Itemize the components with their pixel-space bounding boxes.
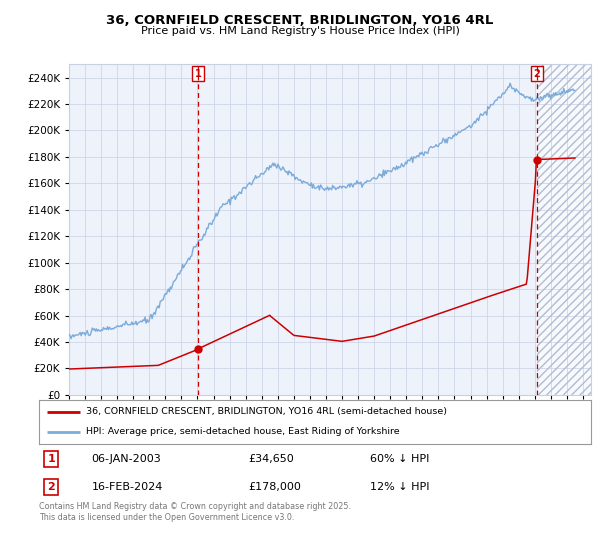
Text: 36, CORNFIELD CRESCENT, BRIDLINGTON, YO16 4RL (semi-detached house): 36, CORNFIELD CRESCENT, BRIDLINGTON, YO1… bbox=[86, 407, 447, 416]
Text: 60% ↓ HPI: 60% ↓ HPI bbox=[370, 454, 430, 464]
Text: 06-JAN-2003: 06-JAN-2003 bbox=[91, 454, 161, 464]
Text: Contains HM Land Registry data © Crown copyright and database right 2025.
This d: Contains HM Land Registry data © Crown c… bbox=[39, 502, 351, 522]
Text: 12% ↓ HPI: 12% ↓ HPI bbox=[370, 482, 430, 492]
Text: 1: 1 bbox=[47, 454, 55, 464]
Bar bbox=[537, 64, 591, 395]
Text: 2: 2 bbox=[47, 482, 55, 492]
Text: 2: 2 bbox=[533, 69, 540, 78]
Text: 16-FEB-2024: 16-FEB-2024 bbox=[91, 482, 163, 492]
Text: Price paid vs. HM Land Registry's House Price Index (HPI): Price paid vs. HM Land Registry's House … bbox=[140, 26, 460, 36]
Bar bbox=[537, 64, 591, 395]
Text: £178,000: £178,000 bbox=[249, 482, 302, 492]
Text: £34,650: £34,650 bbox=[249, 454, 295, 464]
Text: HPI: Average price, semi-detached house, East Riding of Yorkshire: HPI: Average price, semi-detached house,… bbox=[86, 427, 400, 436]
Text: 36, CORNFIELD CRESCENT, BRIDLINGTON, YO16 4RL: 36, CORNFIELD CRESCENT, BRIDLINGTON, YO1… bbox=[106, 14, 494, 27]
Text: 1: 1 bbox=[194, 69, 201, 78]
